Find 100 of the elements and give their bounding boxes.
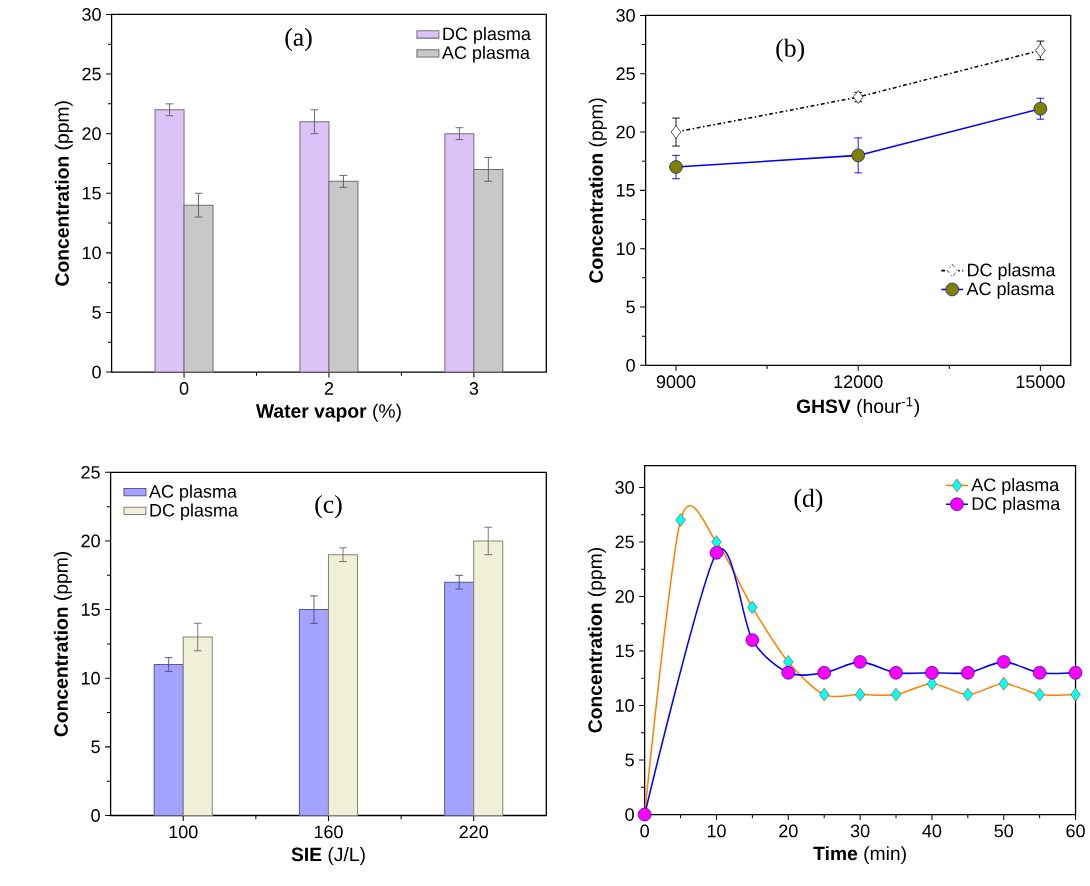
y-tick-label: 30 <box>616 9 635 22</box>
point <box>670 125 682 139</box>
annotation: (d) <box>794 488 823 513</box>
y-tick-label: 15 <box>616 184 635 197</box>
x-tick-label: 3 <box>469 382 479 395</box>
point <box>675 513 686 527</box>
y-tick-label: 15 <box>82 187 101 200</box>
bar <box>182 636 213 817</box>
point <box>1034 687 1045 702</box>
x-axis-title: Time (min) <box>813 846 906 865</box>
point <box>961 666 975 680</box>
legend-label: AC plasma <box>971 478 1060 495</box>
y-tick-label: 25 <box>81 466 100 479</box>
y-tick-label: 20 <box>81 534 100 548</box>
point <box>1032 666 1047 680</box>
x-axis-title: Water vapor (%) <box>255 403 401 422</box>
x-axis-title: GHSV (hour$^{-1}$) <box>796 397 919 417</box>
point <box>711 535 722 549</box>
x-tick-label: 100 <box>169 825 198 839</box>
y-tick-label: 0 <box>626 359 635 372</box>
point <box>998 677 1009 691</box>
legend-label: DC plasma <box>443 27 531 44</box>
y-tick-label: 15 <box>615 644 634 658</box>
point <box>851 148 865 163</box>
y-tick-label: 10 <box>82 246 101 260</box>
point <box>745 633 760 647</box>
x-tick-label: 40 <box>922 824 942 838</box>
point <box>669 160 683 174</box>
y-tick-label: 20 <box>616 125 635 139</box>
x-tick-label: 10 <box>707 824 726 838</box>
bar <box>327 554 359 817</box>
point <box>996 655 1011 669</box>
y-tick-label: 5 <box>92 306 101 319</box>
x-tick-label: 220 <box>459 825 489 839</box>
y-tick-label: 15 <box>81 603 100 616</box>
y-tick-label: 10 <box>81 671 100 685</box>
y-tick-label: 30 <box>615 481 634 494</box>
point <box>1033 102 1048 116</box>
legend-label: DC plasma <box>968 263 1056 280</box>
y-tick-label: 5 <box>625 753 634 767</box>
point <box>817 666 831 680</box>
x-tick-label: 50 <box>994 824 1014 838</box>
y-tick-label: 20 <box>615 590 634 603</box>
bar <box>299 121 330 373</box>
bar <box>154 109 185 373</box>
x-tick-label: 20 <box>779 824 798 838</box>
y-tick-label: 10 <box>616 242 635 256</box>
y-tick-label: 25 <box>615 535 634 549</box>
y-tick-label: 5 <box>91 740 100 754</box>
legend-label: AC plasma <box>966 282 1055 299</box>
x-tick-label: 15000 <box>1016 375 1065 389</box>
y-axis-title: Concentration (ppm) <box>54 101 73 286</box>
bar <box>298 609 329 817</box>
x-tick-label: 30 <box>850 824 870 838</box>
point <box>853 655 867 669</box>
annotation: (c) <box>315 495 342 519</box>
legend-label: AC plasma <box>149 484 237 502</box>
point <box>854 687 866 702</box>
annotation: (a) <box>285 27 312 52</box>
x-tick-label: 160 <box>314 825 343 839</box>
annotation: (b) <box>776 38 805 63</box>
x-tick-label: 9000 <box>656 375 696 389</box>
y-axis-title: Concentration (ppm) <box>588 98 607 283</box>
y-tick-label: 0 <box>92 365 101 379</box>
y-tick-label: 25 <box>82 67 101 81</box>
x-tick-label: 60 <box>1066 824 1085 838</box>
point <box>819 687 830 702</box>
y-axis-title: Concentration (ppm) <box>587 548 606 733</box>
x-tick-label: 12000 <box>834 375 883 389</box>
y-tick-label: 0 <box>91 809 100 822</box>
y-tick-label: 20 <box>82 127 101 141</box>
bar <box>328 180 359 373</box>
y-tick-label: 0 <box>625 808 634 821</box>
y-tick-label: 30 <box>82 8 101 21</box>
point <box>962 687 973 702</box>
bar <box>183 204 214 373</box>
y-axis-title: Concentration (ppm) <box>53 552 72 737</box>
bar <box>444 581 475 817</box>
y-tick-label: 10 <box>615 699 634 712</box>
bar <box>473 540 504 817</box>
x-axis-title: SIE (J/L) <box>291 847 365 866</box>
legend-label: DC plasma <box>972 496 1061 514</box>
x-tick-label: 0 <box>179 382 189 395</box>
point <box>747 600 758 615</box>
x-tick-label: 0 <box>640 824 649 838</box>
point <box>926 677 938 691</box>
legend-label: AC plasma <box>441 45 530 63</box>
y-tick-label: 5 <box>626 300 635 314</box>
point <box>781 666 796 680</box>
point <box>925 666 939 680</box>
bar <box>444 133 475 373</box>
point <box>889 666 903 680</box>
point <box>783 655 794 669</box>
point <box>709 546 724 560</box>
bar <box>153 664 184 817</box>
y-tick-label: 25 <box>616 67 635 81</box>
legend-label: DC plasma <box>150 503 238 521</box>
x-tick-label: 2 <box>324 382 334 395</box>
point <box>890 687 902 702</box>
bar <box>473 168 504 373</box>
